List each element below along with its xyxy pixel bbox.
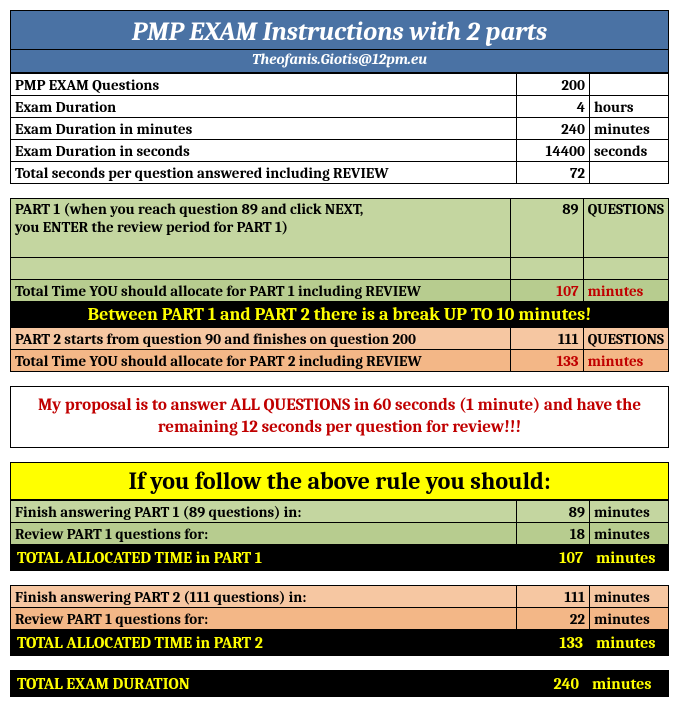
table-row: TOTAL ALLOCATED TIME in PART 2 133 minut… (11, 630, 669, 656)
part2-q-unit: QUESTIONS (583, 328, 668, 350)
basics-value: 4 (517, 96, 590, 118)
basics-label: PMP EXAM Questions (11, 74, 517, 96)
total-table: TOTAL EXAM DURATION 240 minutes (10, 670, 669, 697)
p2-total-label: TOTAL ALLOCATED TIME in PART 2 (11, 630, 517, 656)
table-row: Review PART 1 questions for: 18 minutes (11, 523, 669, 545)
part1-q-unit: QUESTIONS (583, 199, 668, 258)
part1-time-label: Total Time YOU should allocate for PART … (11, 280, 511, 302)
p1-finish-unit: minutes (590, 501, 669, 523)
part2-q: 111 (510, 328, 583, 350)
p1-review-label: Review PART 1 questions for: (11, 523, 517, 545)
p1-finish-label: Finish answering PART 1 (89 questions) i… (11, 501, 517, 523)
basics-table: PMP EXAM Questions 200 Exam Duration 4 h… (10, 73, 669, 184)
basics-unit: seconds (590, 140, 669, 162)
table-row: Exam Duration in minutes 240 minutes (11, 118, 669, 140)
part2-time: 133 (510, 350, 583, 372)
basics-unit (590, 162, 669, 184)
p1-review-val: 18 (517, 523, 590, 545)
p1-total-unit: minutes (590, 545, 669, 571)
part1-time-unit: minutes (583, 280, 668, 302)
rule-header: If you follow the above rule you should: (10, 462, 669, 500)
table-row: PART 1 (when you reach question 89 and c… (11, 199, 669, 258)
table-row: PART 2 starts from question 90 and finis… (11, 328, 669, 350)
basics-label: Exam Duration (11, 96, 517, 118)
part1-time: 107 (510, 280, 583, 302)
follow-p2-table: Finish answering PART 2 (111 questions) … (10, 585, 669, 656)
table-row: Review PART 1 questions for: 22 minutes (11, 608, 669, 630)
basics-label: Exam Duration in seconds (11, 140, 517, 162)
basics-unit: hours (590, 96, 669, 118)
p2-review-unit: minutes (590, 608, 669, 630)
p1-finish-val: 89 (517, 501, 590, 523)
break-row: Between PART 1 and PART 2 there is a bre… (11, 302, 669, 328)
basics-value: 14400 (517, 140, 590, 162)
p2-total-unit: minutes (590, 630, 669, 656)
table-row: Finish answering PART 2 (111 questions) … (11, 586, 669, 608)
page-title: PMP EXAM Instructions with 2 parts (10, 10, 669, 50)
break-banner: Between PART 1 and PART 2 there is a bre… (11, 302, 669, 328)
table-row: TOTAL ALLOCATED TIME in PART 1 107 minut… (11, 545, 669, 571)
basics-value: 240 (517, 118, 590, 140)
table-row: Total Time YOU should allocate for PART … (11, 350, 669, 372)
p2-finish-val: 111 (517, 586, 590, 608)
basics-unit (590, 74, 669, 96)
basics-label: Exam Duration in minutes (11, 118, 517, 140)
part2-time-unit: minutes (583, 350, 668, 372)
table-row: Exam Duration 4 hours (11, 96, 669, 118)
basics-unit: minutes (590, 118, 669, 140)
p2-finish-unit: minutes (590, 586, 669, 608)
table-row (11, 258, 669, 280)
table-row: PMP EXAM Questions 200 (11, 74, 669, 96)
basics-value: 72 (517, 162, 590, 184)
part1-q: 89 (510, 199, 583, 258)
page-subtitle: Theofanis.Giotis@12pm.eu (10, 50, 669, 73)
proposal-text: My proposal is to answer ALL QUESTIONS i… (10, 386, 669, 448)
table-row: Finish answering PART 1 (89 questions) i… (11, 501, 669, 523)
part2-time-label: Total Time YOU should allocate for PART … (11, 350, 511, 372)
p1-total-label: TOTAL ALLOCATED TIME in PART 1 (11, 545, 517, 571)
basics-label: Total seconds per question answered incl… (11, 162, 517, 184)
table-row: Total seconds per question answered incl… (11, 162, 669, 184)
parts-table: PART 1 (when you reach question 89 and c… (10, 198, 669, 372)
part2-desc: PART 2 starts from question 90 and finis… (11, 328, 511, 350)
follow-p1-table: Finish answering PART 1 (89 questions) i… (10, 500, 669, 571)
p2-review-val: 22 (517, 608, 590, 630)
p1-total-val: 107 (517, 545, 590, 571)
document-root: PMP EXAM Instructions with 2 parts Theof… (10, 10, 669, 697)
p2-finish-label: Finish answering PART 2 (111 questions) … (11, 586, 517, 608)
table-row: Total Time YOU should allocate for PART … (11, 280, 669, 302)
basics-value: 200 (517, 74, 590, 96)
p1-review-unit: minutes (590, 523, 669, 545)
p2-review-label: Review PART 1 questions for: (11, 608, 517, 630)
table-row: Exam Duration in seconds 14400 seconds (11, 140, 669, 162)
p2-total-val: 133 (517, 630, 590, 656)
part1-desc: PART 1 (when you reach question 89 and c… (11, 199, 511, 258)
